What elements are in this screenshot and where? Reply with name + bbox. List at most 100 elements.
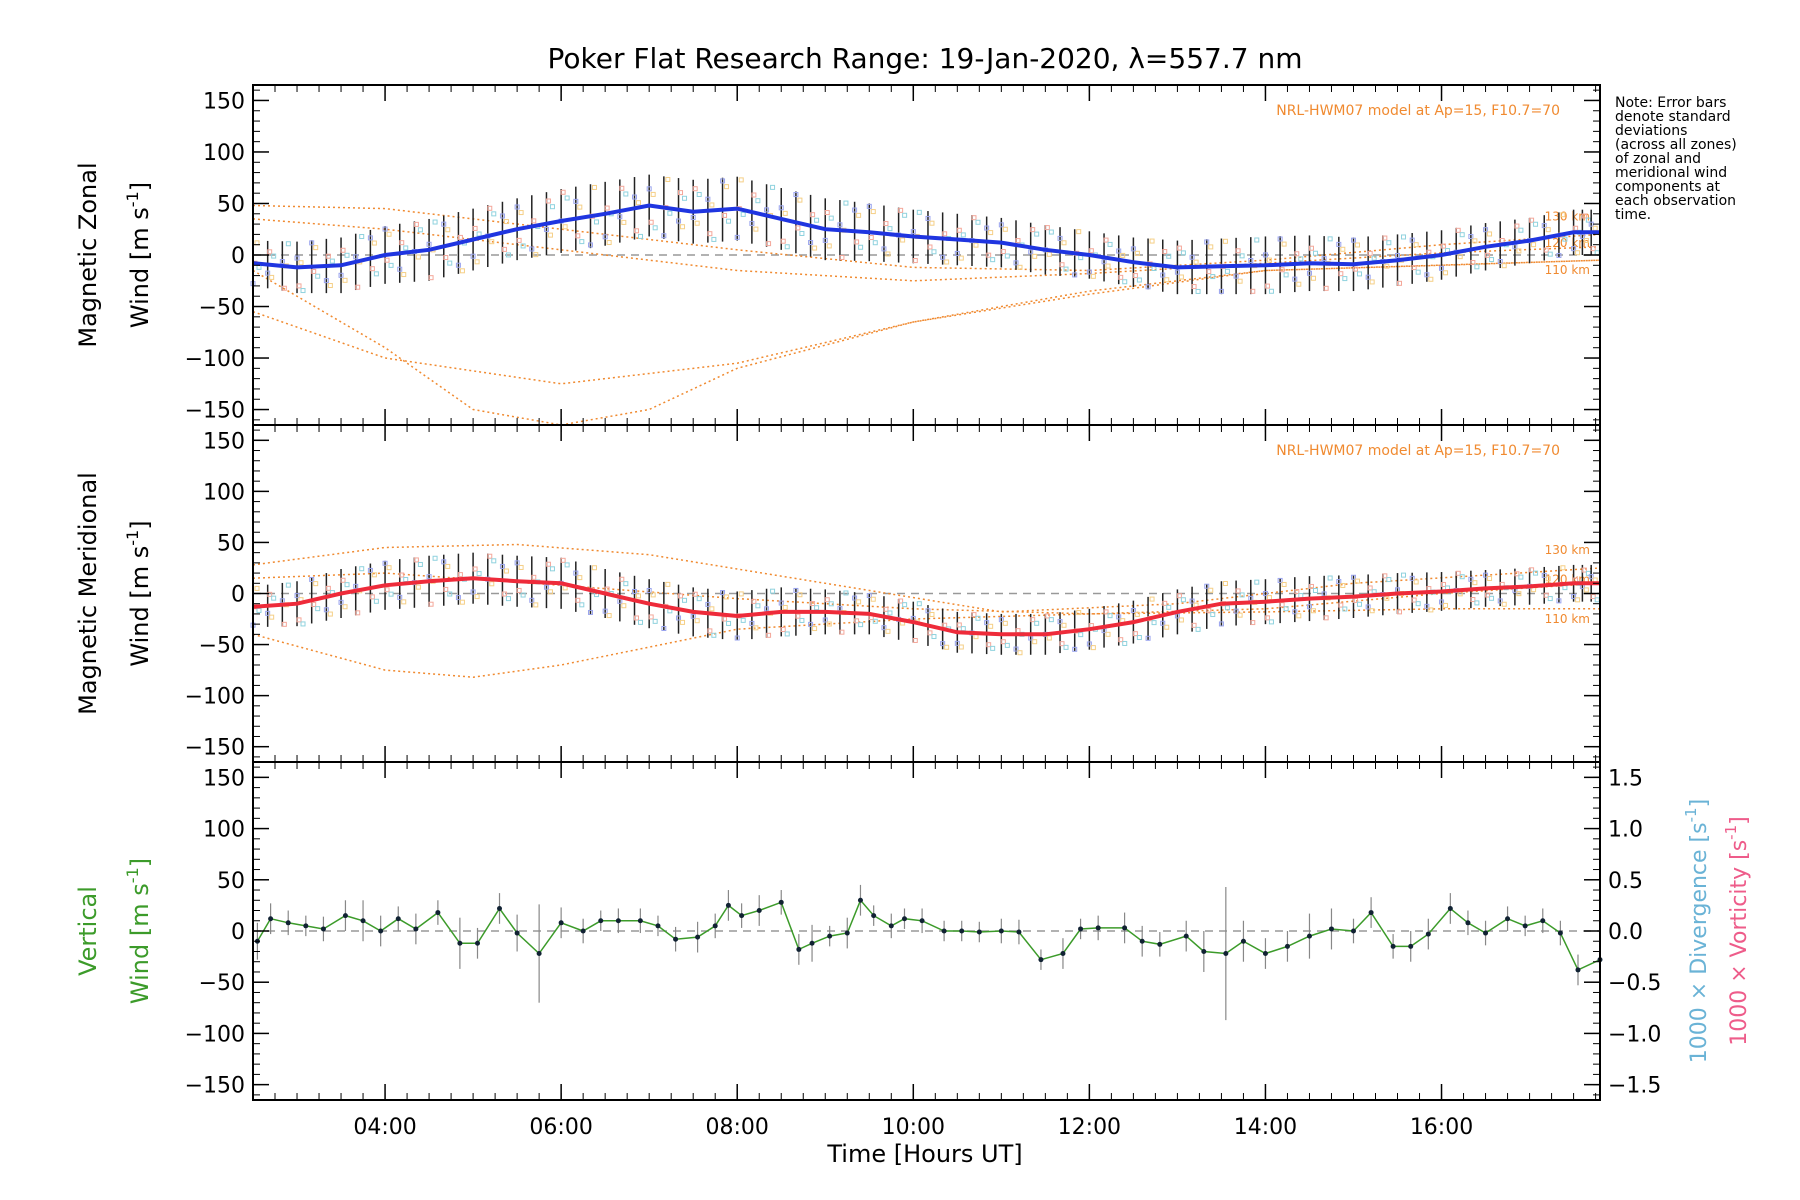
zone-point-meridional [1516, 591, 1522, 597]
zone-point-meridional [1397, 609, 1403, 615]
zone-point-zonal [371, 240, 377, 246]
zone-point-meridional [1401, 572, 1407, 578]
zone-point-zonal [1571, 246, 1577, 252]
x-tick-label: 16:00 [1410, 1115, 1473, 1140]
zone-point-meridional [384, 587, 390, 593]
zone-point-meridional [311, 601, 317, 607]
zone-point-meridional [1294, 589, 1300, 595]
zone-point-meridional [912, 637, 918, 643]
zone-point-meridional [753, 625, 759, 631]
zone-point-zonal [459, 268, 465, 274]
zone-point-zonal [384, 257, 390, 263]
zone-point-zonal [883, 221, 889, 227]
zone-point-meridional [764, 606, 770, 612]
zone-point-zonal [1321, 256, 1327, 262]
zone-point-meridional [1017, 650, 1023, 656]
zone-point-zonal [403, 245, 409, 251]
zone-point-zonal [929, 220, 935, 226]
zone-point-meridional [1004, 642, 1010, 648]
zone-point-zonal [740, 211, 746, 217]
zone-point-meridional [1277, 577, 1283, 583]
y-tick-label-meridional: 50 [217, 531, 245, 556]
zone-point-meridional [323, 607, 329, 613]
zone-point-meridional [1176, 593, 1182, 599]
zone-point-meridional [810, 601, 816, 607]
zone-point-zonal [447, 260, 453, 266]
zone-point-meridional [1160, 620, 1166, 626]
zone-point-zonal [281, 285, 287, 291]
zone-point-meridional [1547, 596, 1553, 602]
zone-point-zonal [499, 213, 505, 219]
vertical-wind-point [998, 928, 1004, 934]
zone-point-zonal [1032, 253, 1038, 259]
vertical-wind-point [1557, 930, 1563, 936]
zone-point-meridional [1162, 600, 1168, 606]
zone-point-meridional [870, 596, 876, 602]
note-line-8: time. [1615, 207, 1651, 223]
zone-point-zonal [1457, 254, 1463, 260]
y-tick-label-vertical: 150 [203, 766, 245, 791]
zone-point-zonal [1239, 253, 1245, 259]
zone-point-meridional [487, 553, 493, 559]
zone-point-zonal [984, 225, 990, 231]
zone-point-zonal [470, 253, 476, 259]
zone-point-meridional [1164, 624, 1170, 630]
zone-point-zonal [323, 278, 329, 284]
zone-point-zonal [300, 288, 306, 294]
vertical-wind-point [457, 940, 463, 946]
x-tick-label: 08:00 [706, 1115, 769, 1140]
zone-point-meridional [543, 584, 549, 590]
zone-point-meridional [929, 611, 935, 617]
zone-point-meridional [1369, 608, 1375, 614]
vertical-wind-point [1223, 951, 1229, 957]
zone-point-zonal [415, 254, 421, 260]
zone-point-zonal [1441, 243, 1447, 249]
zone-point-meridional [1306, 604, 1312, 610]
zone-point-zonal [1474, 264, 1480, 270]
zone-point-meridional [579, 602, 585, 608]
vertical-wind-point [1350, 928, 1356, 934]
zone-point-meridional [545, 561, 551, 567]
zone-point-meridional [529, 597, 535, 603]
zone-point-meridional [931, 634, 937, 640]
zone-point-meridional [814, 605, 820, 611]
zone-point-zonal [1306, 270, 1312, 276]
zone-point-zonal [1107, 241, 1113, 247]
zone-point-meridional [738, 591, 744, 597]
zone-point-zonal [1166, 253, 1172, 259]
y-tick-label-zonal: 100 [203, 141, 245, 166]
zone-point-meridional [342, 604, 348, 610]
zone-point-zonal [1180, 250, 1186, 256]
zone-point-zonal [428, 275, 434, 281]
zone-point-zonal [1264, 283, 1270, 289]
zone-point-meridional [355, 610, 361, 616]
zone-point-meridional [954, 640, 960, 646]
zone-point-meridional [638, 619, 644, 625]
vertical-wind-point [809, 940, 815, 946]
zone-point-meridional [1296, 613, 1302, 619]
vertical-wind-point [558, 920, 564, 926]
zone-point-zonal [342, 277, 348, 283]
zone-point-zonal [1116, 248, 1122, 254]
zone-point-zonal [1195, 288, 1201, 294]
zone-point-meridional [1485, 592, 1491, 598]
zone-point-meridional [1518, 574, 1524, 580]
y-tick-label-zonal: −100 [185, 347, 245, 372]
vertical-wind-point [1368, 910, 1374, 916]
zone-point-zonal [443, 255, 449, 261]
zone-point-meridional [795, 613, 801, 619]
zone-point-meridional [1208, 587, 1214, 593]
zone-point-zonal [285, 241, 291, 247]
zone-point-zonal [1350, 237, 1356, 243]
y2-tick-label: −1.5 [1608, 1074, 1661, 1099]
zone-point-zonal [1581, 213, 1587, 219]
zone-point-zonal [1518, 227, 1524, 233]
zone-point-meridional [415, 584, 421, 590]
zone-point-meridional [300, 621, 306, 627]
zone-point-meridional [1292, 609, 1298, 615]
zone-point-zonal [1122, 279, 1128, 285]
y-axis-label-vertical-line2: Wind [m s-1] [123, 858, 154, 1004]
zone-point-zonal [529, 246, 535, 252]
zone-point-zonal [986, 252, 992, 258]
zone-point-zonal [1118, 274, 1124, 280]
